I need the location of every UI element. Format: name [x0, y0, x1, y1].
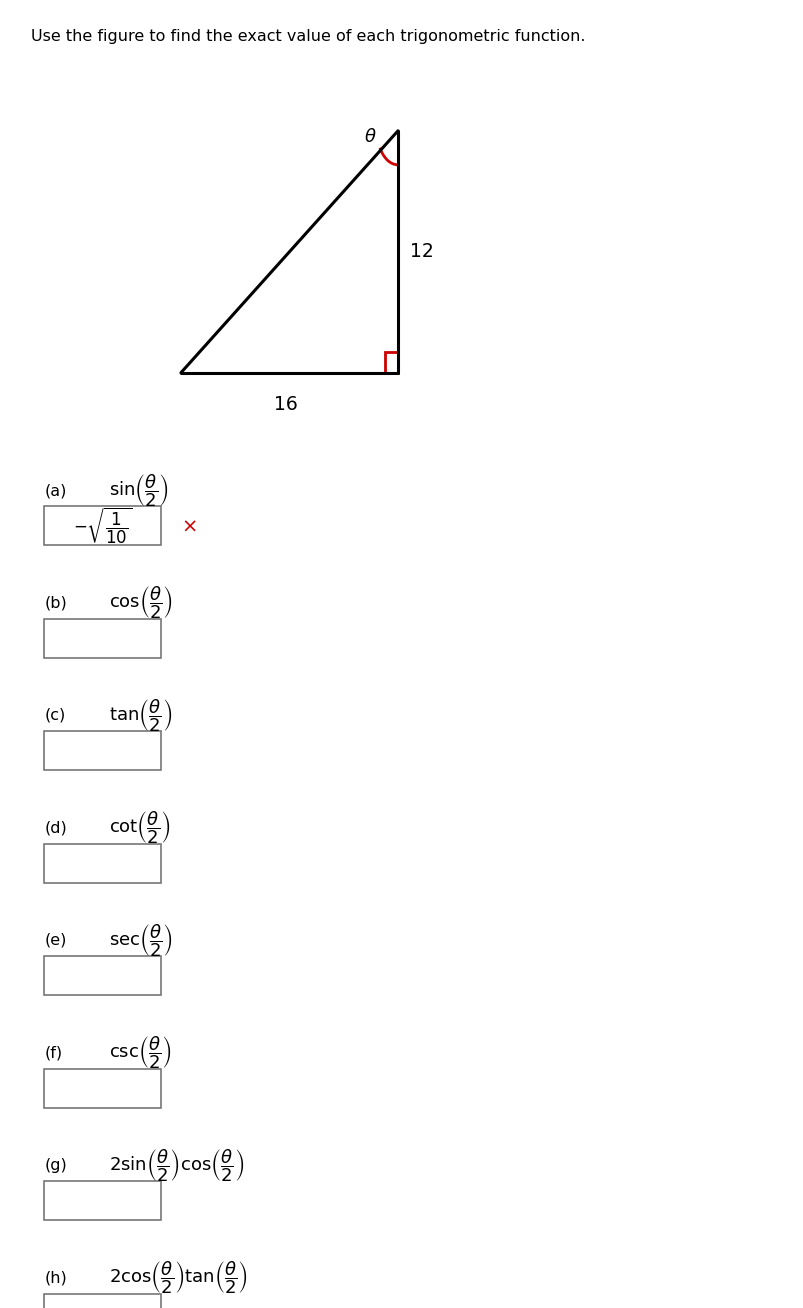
Text: $\sec\!\left(\dfrac{\theta}{2}\right)$: $\sec\!\left(\dfrac{\theta}{2}\right)$ [108, 922, 173, 959]
Text: (d): (d) [44, 820, 67, 836]
Text: $-\sqrt{\dfrac{1}{10}}$: $-\sqrt{\dfrac{1}{10}}$ [73, 506, 132, 545]
Text: 16: 16 [273, 395, 297, 415]
Text: (e): (e) [44, 933, 67, 948]
Text: (g): (g) [44, 1158, 67, 1173]
Text: $2\sin\!\left(\dfrac{\theta}{2}\right)\cos\!\left(\dfrac{\theta}{2}\right)$: $2\sin\!\left(\dfrac{\theta}{2}\right)\c… [108, 1147, 243, 1184]
Text: (f): (f) [44, 1045, 63, 1061]
FancyBboxPatch shape [44, 619, 161, 658]
Text: $\theta$: $\theta$ [363, 128, 376, 146]
FancyBboxPatch shape [44, 844, 161, 883]
FancyBboxPatch shape [44, 731, 161, 770]
FancyBboxPatch shape [44, 1181, 161, 1220]
Text: $\cot\!\left(\dfrac{\theta}{2}\right)$: $\cot\!\left(\dfrac{\theta}{2}\right)$ [108, 810, 170, 846]
Text: (b): (b) [44, 595, 67, 611]
Text: $2\cos\!\left(\dfrac{\theta}{2}\right)\tan\!\left(\dfrac{\theta}{2}\right)$: $2\cos\!\left(\dfrac{\theta}{2}\right)\t… [108, 1260, 247, 1296]
FancyBboxPatch shape [44, 956, 161, 995]
Text: $\csc\!\left(\dfrac{\theta}{2}\right)$: $\csc\!\left(\dfrac{\theta}{2}\right)$ [108, 1035, 171, 1071]
Text: $\times$: $\times$ [181, 517, 196, 535]
FancyBboxPatch shape [44, 1294, 161, 1308]
Text: (h): (h) [44, 1270, 67, 1286]
Text: Use the figure to find the exact value of each trigonometric function.: Use the figure to find the exact value o… [31, 29, 585, 43]
Text: $\tan\!\left(\dfrac{\theta}{2}\right)$: $\tan\!\left(\dfrac{\theta}{2}\right)$ [108, 697, 172, 734]
Text: (a): (a) [44, 483, 67, 498]
Text: 12: 12 [410, 242, 434, 260]
FancyBboxPatch shape [44, 506, 161, 545]
Text: $\cos\!\left(\dfrac{\theta}{2}\right)$: $\cos\!\left(\dfrac{\theta}{2}\right)$ [108, 585, 173, 621]
Text: $\sin\!\left(\dfrac{\theta}{2}\right)$: $\sin\!\left(\dfrac{\theta}{2}\right)$ [108, 472, 168, 509]
Text: (c): (c) [44, 708, 65, 723]
FancyBboxPatch shape [44, 1069, 161, 1108]
